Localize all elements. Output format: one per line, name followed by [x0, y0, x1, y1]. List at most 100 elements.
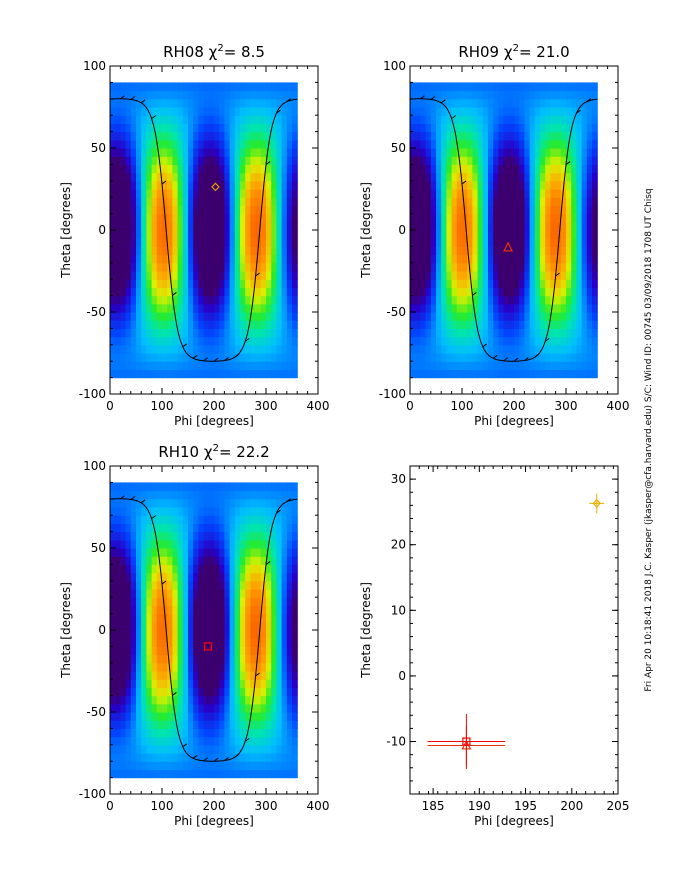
heatmap-cell [255, 139, 262, 149]
heatmap-cell [136, 580, 142, 590]
heatmap-cell [156, 279, 163, 288]
heatmap-cell [250, 712, 257, 721]
curve-tick [234, 753, 240, 758]
heatmap-cell [250, 123, 257, 133]
heatmap-cell [198, 761, 205, 770]
heatmap-cell [115, 703, 121, 713]
heatmap-cell [188, 687, 194, 697]
heatmap-cell [172, 515, 179, 524]
heatmap-cell [292, 353, 298, 362]
heatmap-cell [441, 189, 447, 198]
heatmap-cell [229, 213, 236, 223]
heatmap-cell [451, 320, 458, 329]
heatmap-cell [292, 98, 298, 108]
heatmap-cell [162, 556, 168, 565]
heatmap-cell [136, 172, 142, 182]
heatmap-cell [472, 279, 479, 288]
heatmap-cell [555, 172, 562, 182]
heatmap-cell [198, 139, 205, 149]
heatmap-cell [167, 107, 173, 116]
heatmap-cell [292, 369, 298, 379]
heatmap-cell [524, 115, 531, 124]
heatmap-cell [271, 589, 277, 598]
heatmap-cell [219, 336, 225, 346]
heatmap-cell [188, 744, 194, 754]
heatmap-cell [467, 254, 473, 264]
heatmap-cell [566, 197, 572, 206]
heatmap-cell [136, 572, 142, 582]
heatmap-cell [410, 90, 416, 100]
heatmap-cell [188, 621, 194, 631]
curve-tick [172, 692, 177, 696]
heatmap-cell [151, 720, 158, 729]
heatmap-cell [441, 123, 447, 133]
heatmap-cell [146, 507, 153, 516]
heatmap-cell [488, 82, 494, 92]
heatmap-cell [286, 213, 293, 223]
heatmap-cell [451, 98, 458, 108]
heatmap-cell [214, 564, 220, 574]
heatmap-cell [503, 312, 510, 321]
heatmap-cell [229, 336, 236, 346]
heatmap-cell [234, 687, 241, 697]
heatmap-cell [177, 580, 184, 590]
heatmap-cell [130, 139, 137, 149]
heatmap-cell [482, 303, 489, 313]
heatmap-cell [451, 205, 458, 215]
heatmap-cell [482, 320, 489, 329]
heatmap-cell [240, 271, 246, 280]
heatmap-cell [177, 523, 184, 533]
heatmap-cell [167, 720, 173, 729]
heatmap-cell [430, 189, 437, 198]
heatmap-cell [592, 123, 598, 133]
heatmap-cell [503, 353, 510, 362]
heatmap-cell [586, 246, 593, 256]
heatmap-cell [167, 572, 173, 582]
heatmap-cell [110, 744, 116, 754]
heatmap-cell [498, 262, 505, 272]
heatmap-cell [245, 482, 251, 492]
heatmap-cell [508, 238, 515, 247]
heatmap-cell [203, 164, 210, 174]
heatmap-cell [545, 213, 551, 223]
heatmap-cell [576, 123, 583, 133]
heatmap-cell [467, 205, 473, 215]
heatmap-cell [110, 761, 116, 770]
heatmap-cell [514, 238, 520, 247]
heatmap-cell [451, 336, 458, 346]
heatmap-cell [276, 597, 283, 606]
heatmap-cell [156, 205, 163, 215]
heatmap-cell [550, 189, 557, 198]
heatmap-cell [162, 687, 168, 697]
heatmap-cell [456, 361, 463, 370]
heatmap-cell [566, 303, 572, 313]
heatmap-cell [162, 482, 168, 492]
heatmap-cell [198, 630, 205, 639]
heatmap-cell [234, 115, 241, 124]
heatmap-cell [456, 320, 463, 329]
y-tick-label: -100 [79, 787, 106, 801]
heatmap-cell [229, 320, 236, 329]
heatmap-cell [130, 662, 137, 672]
heatmap-cell [162, 279, 168, 288]
heatmap-cell [467, 230, 473, 239]
heatmap-cell [425, 336, 432, 346]
heatmap-cell [555, 82, 562, 92]
heatmap-cell [555, 271, 562, 280]
heatmap-cell [151, 180, 158, 190]
heatmap-cell [198, 148, 205, 157]
heatmap-cell [529, 271, 536, 280]
heatmap-cell [503, 107, 510, 116]
heatmap-cell [462, 328, 468, 338]
heatmap-cell [292, 328, 298, 338]
heatmap-cell [592, 353, 598, 362]
heatmap-cell [462, 336, 468, 346]
heatmap-cell [545, 189, 551, 198]
heatmap-cell [193, 180, 199, 190]
heatmap-cell [255, 271, 262, 280]
heatmap-cell [245, 548, 251, 557]
heatmap-cell [229, 482, 236, 492]
heatmap-cell [193, 671, 199, 680]
heatmap-cell [266, 482, 272, 492]
heatmap-cell [234, 254, 241, 264]
